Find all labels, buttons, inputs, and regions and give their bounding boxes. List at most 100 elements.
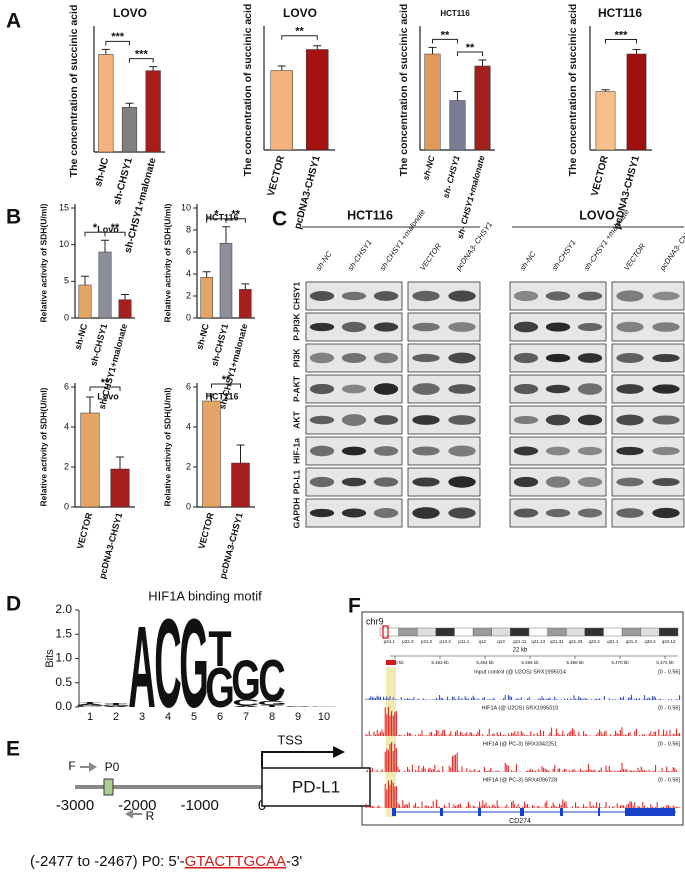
- blot-band: [652, 353, 680, 363]
- y-tick-label: 6: [64, 381, 69, 391]
- logo-letter: G: [257, 700, 287, 706]
- blot-band: [577, 353, 603, 363]
- blot-band: [341, 414, 367, 426]
- significance-label: **: [101, 377, 110, 389]
- x-tick-label: pcDNA3-CHSY1: [217, 512, 244, 580]
- panel-label: F: [348, 595, 361, 618]
- panel-label: A: [6, 10, 21, 33]
- lane-label: sh-CHSY1: [346, 238, 374, 272]
- cytoband-label: q12: [479, 639, 487, 644]
- x-tick-label: -1000: [180, 797, 218, 814]
- scale-label: 22 kb: [513, 648, 528, 654]
- protein-label: CHSY1: [291, 282, 301, 311]
- blot-band: [341, 291, 367, 301]
- chart-title: HCT116: [205, 212, 238, 222]
- protein-label: AKT: [291, 410, 301, 428]
- y-tick-label: 2.0: [55, 602, 72, 616]
- error-bar: [207, 393, 216, 401]
- y-tick-label: 10: [181, 202, 191, 212]
- error-bar: [116, 456, 124, 469]
- blot-band: [652, 446, 680, 456]
- reverse-arrow: [125, 809, 142, 819]
- x-tick-label: sh-CHSY1: [112, 156, 135, 206]
- exon: [440, 808, 443, 816]
- x-tick-label: sh-CHSY1: [88, 323, 109, 368]
- blot-band: [373, 322, 399, 332]
- blot-band: [309, 352, 335, 364]
- blot-band: [448, 384, 476, 394]
- blot-band: [309, 383, 335, 395]
- exon: [625, 808, 675, 816]
- blot-band: [412, 353, 440, 363]
- cytoband-label: p24.1: [384, 639, 396, 644]
- bar: [78, 284, 92, 319]
- cytoband: [528, 627, 548, 637]
- x-tick-label: pcDNA3-CHSY1: [293, 154, 323, 230]
- cytoband-label: q22.2: [589, 639, 601, 644]
- y-axis-label: Relative activity of SDH(U/ml): [38, 203, 48, 322]
- significance-label: **: [111, 222, 120, 234]
- bar: [474, 65, 491, 151]
- blot-band: [577, 383, 603, 395]
- blot-band: [341, 353, 367, 363]
- blot-band: [577, 291, 603, 301]
- logo-letter: C: [284, 706, 311, 707]
- lane-label: pcDNA3- CHSY1: [657, 220, 685, 273]
- cytoband: [491, 627, 511, 637]
- y-axis-label: Relative activity of SDH(U/ml): [162, 387, 172, 506]
- blot-band: [448, 476, 476, 488]
- panel-label: D: [6, 593, 21, 616]
- error-bar: [241, 283, 250, 290]
- cytoband-label: q21.33: [569, 639, 583, 644]
- error-bar: [121, 294, 129, 300]
- coord-label: 5,462 kb: [431, 660, 449, 665]
- protein-label: GAPDH: [291, 498, 301, 529]
- significance-label: ***: [135, 49, 149, 61]
- blot-band: [513, 352, 539, 364]
- gene-box: [261, 767, 371, 807]
- error-bar: [202, 271, 211, 278]
- x-tick-label: 7: [243, 711, 249, 723]
- blot-band: [513, 321, 539, 333]
- tss-arrow: [261, 751, 335, 768]
- cytoband-label: q34.12: [662, 639, 676, 644]
- bar: [595, 91, 616, 151]
- bar: [98, 54, 114, 153]
- panel-label: E: [6, 738, 20, 761]
- coord-label: 5,468 kb: [566, 660, 584, 665]
- blot-band: [513, 383, 539, 395]
- cytoband: [640, 627, 660, 637]
- logo-letter: T: [78, 702, 102, 703]
- logo-letter: G: [101, 705, 131, 706]
- x-tick-label: 9: [295, 711, 301, 723]
- y-tick-label: 4: [64, 421, 69, 431]
- gene-track-label: CD274: [509, 818, 531, 825]
- error-bar: [632, 49, 641, 54]
- track-name: HIF1A (@ PC-3) SRX3342251: [483, 741, 557, 747]
- blot-band: [545, 476, 571, 488]
- cytoband: [510, 627, 530, 637]
- chart-title: LOVO: [283, 6, 317, 20]
- x-tick-label: VECTOR: [196, 511, 215, 550]
- logo-letter: C: [154, 593, 181, 734]
- blot-band: [309, 445, 335, 457]
- blot-band: [373, 415, 399, 425]
- x-tick-label: sh-CHSY1: [209, 323, 230, 368]
- y-tick-label: 2: [186, 290, 191, 300]
- y-axis-label: The concentration of succinic acid: [567, 4, 579, 177]
- cytoband-label: q31.3: [626, 639, 638, 644]
- x-tick-label: sh-NC: [93, 157, 111, 188]
- blot-band: [652, 415, 680, 425]
- blot-band: [513, 415, 539, 425]
- y-axis-label: Relative activity of SDH(U/ml): [162, 203, 172, 322]
- significance-bracket: [105, 40, 130, 46]
- blot-band: [513, 476, 539, 488]
- x-tick-label: 1: [87, 711, 93, 723]
- bar: [145, 70, 161, 153]
- y-tick-label: 5: [64, 276, 69, 286]
- track-signal: [365, 694, 681, 700]
- x-tick-label: 3: [139, 711, 145, 723]
- blot-band: [373, 291, 399, 301]
- blot-band: [616, 414, 644, 426]
